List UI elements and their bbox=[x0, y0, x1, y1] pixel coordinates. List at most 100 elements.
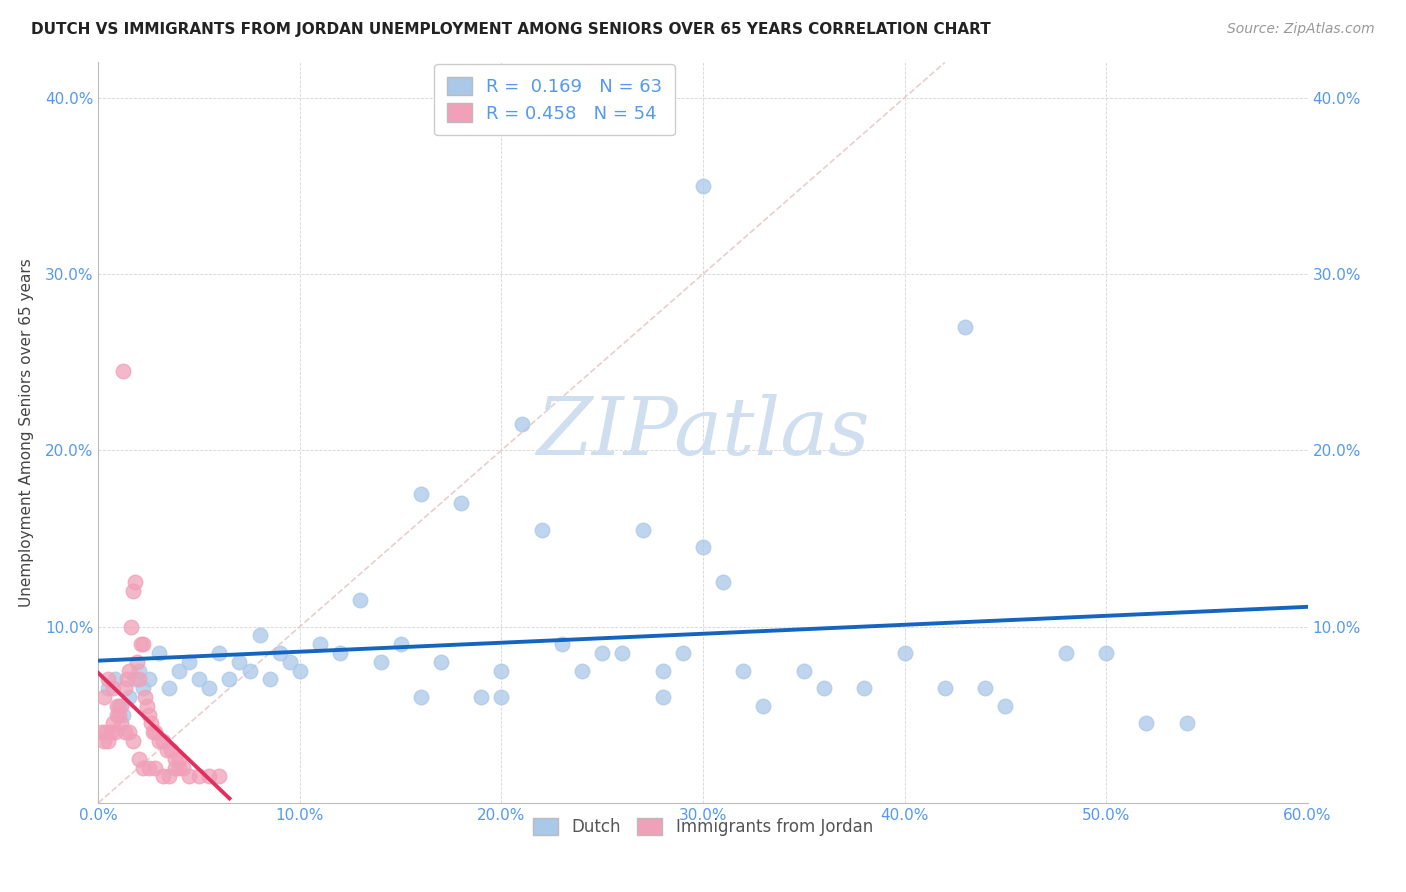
Y-axis label: Unemployment Among Seniors over 65 years: Unemployment Among Seniors over 65 years bbox=[18, 259, 34, 607]
Point bbox=[101, 716, 124, 731]
Point bbox=[124, 673, 146, 687]
Point bbox=[105, 707, 128, 722]
Point bbox=[160, 743, 183, 757]
Point bbox=[179, 655, 201, 669]
Point bbox=[188, 769, 211, 783]
Point bbox=[953, 319, 976, 334]
Point bbox=[118, 690, 141, 704]
Point bbox=[167, 752, 190, 766]
Point bbox=[111, 707, 134, 722]
Point bbox=[135, 698, 157, 713]
Text: DUTCH VS IMMIGRANTS FROM JORDAN UNEMPLOYMENT AMONG SENIORS OVER 65 YEARS CORRELA: DUTCH VS IMMIGRANTS FROM JORDAN UNEMPLOY… bbox=[31, 22, 991, 37]
Point bbox=[470, 690, 492, 704]
Point bbox=[128, 664, 150, 678]
Point bbox=[228, 655, 250, 669]
Point bbox=[370, 655, 392, 669]
Point bbox=[692, 178, 714, 193]
Point bbox=[118, 725, 141, 739]
Point bbox=[1054, 646, 1077, 660]
Point bbox=[142, 725, 165, 739]
Point bbox=[974, 681, 997, 696]
Point bbox=[853, 681, 876, 696]
Point bbox=[651, 690, 673, 704]
Point bbox=[152, 769, 174, 783]
Point bbox=[430, 655, 453, 669]
Point bbox=[329, 646, 352, 660]
Point bbox=[491, 690, 513, 704]
Point bbox=[138, 760, 160, 774]
Point bbox=[208, 769, 231, 783]
Point bbox=[631, 523, 654, 537]
Point bbox=[101, 681, 124, 696]
Point bbox=[115, 673, 138, 687]
Point bbox=[172, 760, 194, 774]
Point bbox=[114, 725, 136, 739]
Point bbox=[152, 734, 174, 748]
Point bbox=[132, 681, 155, 696]
Point bbox=[110, 698, 132, 713]
Point bbox=[132, 760, 155, 774]
Point bbox=[105, 698, 128, 713]
Point bbox=[148, 646, 170, 660]
Point bbox=[571, 664, 593, 678]
Point bbox=[97, 734, 120, 748]
Point bbox=[128, 673, 150, 687]
Point bbox=[208, 646, 231, 660]
Point bbox=[651, 664, 673, 678]
Point bbox=[167, 760, 190, 774]
Point bbox=[893, 646, 915, 660]
Point bbox=[934, 681, 956, 696]
Point bbox=[491, 664, 513, 678]
Text: Source: ZipAtlas.com: Source: ZipAtlas.com bbox=[1227, 22, 1375, 37]
Point bbox=[409, 690, 432, 704]
Point bbox=[218, 673, 240, 687]
Point bbox=[711, 575, 734, 590]
Point bbox=[198, 769, 221, 783]
Point bbox=[259, 673, 281, 687]
Point bbox=[103, 673, 125, 687]
Point bbox=[157, 769, 180, 783]
Point bbox=[309, 637, 332, 651]
Point bbox=[128, 752, 150, 766]
Point bbox=[120, 619, 142, 633]
Point bbox=[249, 628, 271, 642]
Point bbox=[813, 681, 835, 696]
Point bbox=[129, 637, 152, 651]
Point bbox=[793, 664, 815, 678]
Point bbox=[1175, 716, 1198, 731]
Point bbox=[349, 593, 371, 607]
Point bbox=[288, 664, 311, 678]
Point bbox=[138, 707, 160, 722]
Point bbox=[389, 637, 412, 651]
Point bbox=[97, 681, 120, 696]
Point bbox=[198, 681, 221, 696]
Point bbox=[96, 725, 118, 739]
Point bbox=[100, 725, 122, 739]
Point bbox=[278, 655, 301, 669]
Point bbox=[125, 655, 148, 669]
Point bbox=[612, 646, 634, 660]
Point bbox=[733, 664, 755, 678]
Point bbox=[93, 690, 115, 704]
Point bbox=[156, 743, 179, 757]
Point bbox=[1135, 716, 1157, 731]
Point bbox=[510, 417, 533, 431]
Point bbox=[121, 584, 143, 599]
Text: ZIPatlas: ZIPatlas bbox=[536, 394, 870, 471]
Point bbox=[188, 673, 211, 687]
Point bbox=[107, 707, 129, 722]
Point bbox=[132, 637, 155, 651]
Point bbox=[134, 690, 156, 704]
Point bbox=[111, 364, 134, 378]
Point bbox=[107, 698, 129, 713]
Point bbox=[450, 496, 472, 510]
Point bbox=[91, 725, 114, 739]
Point bbox=[110, 716, 132, 731]
Point bbox=[179, 769, 201, 783]
Point bbox=[143, 760, 166, 774]
Point bbox=[692, 540, 714, 554]
Point bbox=[239, 664, 262, 678]
Point bbox=[167, 664, 190, 678]
Point bbox=[672, 646, 695, 660]
Point bbox=[97, 673, 120, 687]
